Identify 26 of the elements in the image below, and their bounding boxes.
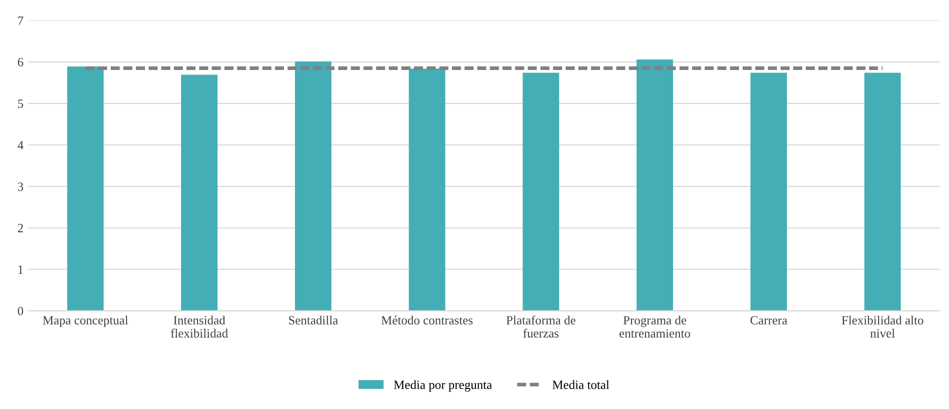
y-tick-label: 2: [18, 224, 23, 232]
x-tick-label: Intensidad flexibilidad: [170, 316, 228, 338]
y-tick-label: 0: [18, 306, 24, 316]
x-tick-label: Mapa conceptual: [42, 316, 128, 328]
bar: [522, 72, 560, 311]
x-tick-label: Carrera: [750, 316, 788, 324]
x-tick-label: Plataforma de fuerzas: [506, 316, 576, 338]
bar: [408, 68, 446, 311]
bar: [294, 62, 332, 311]
bar: [67, 66, 104, 311]
y-tick-label: 6: [18, 58, 24, 66]
legend-label: Media por pregunta: [394, 380, 492, 392]
x-tick-label: Programa de entrenamiento: [620, 316, 690, 338]
legend-label: Media total: [552, 380, 610, 390]
y-tick-label: 4: [18, 141, 24, 150]
bar: [750, 72, 787, 311]
bar: [636, 59, 674, 311]
bar: [864, 72, 901, 311]
x-tick-label: Sentadilla: [289, 316, 338, 324]
y-tick-label: 7: [18, 16, 24, 25]
y-tick-label: 3: [18, 182, 24, 191]
y-tick-label: 1: [18, 265, 23, 274]
bar: [181, 74, 218, 311]
x-tick-label: Método contrastes: [381, 316, 473, 324]
y-tick-label: 5: [18, 100, 24, 108]
x-tick-label: Flexibilidad alto nivel: [842, 316, 924, 338]
